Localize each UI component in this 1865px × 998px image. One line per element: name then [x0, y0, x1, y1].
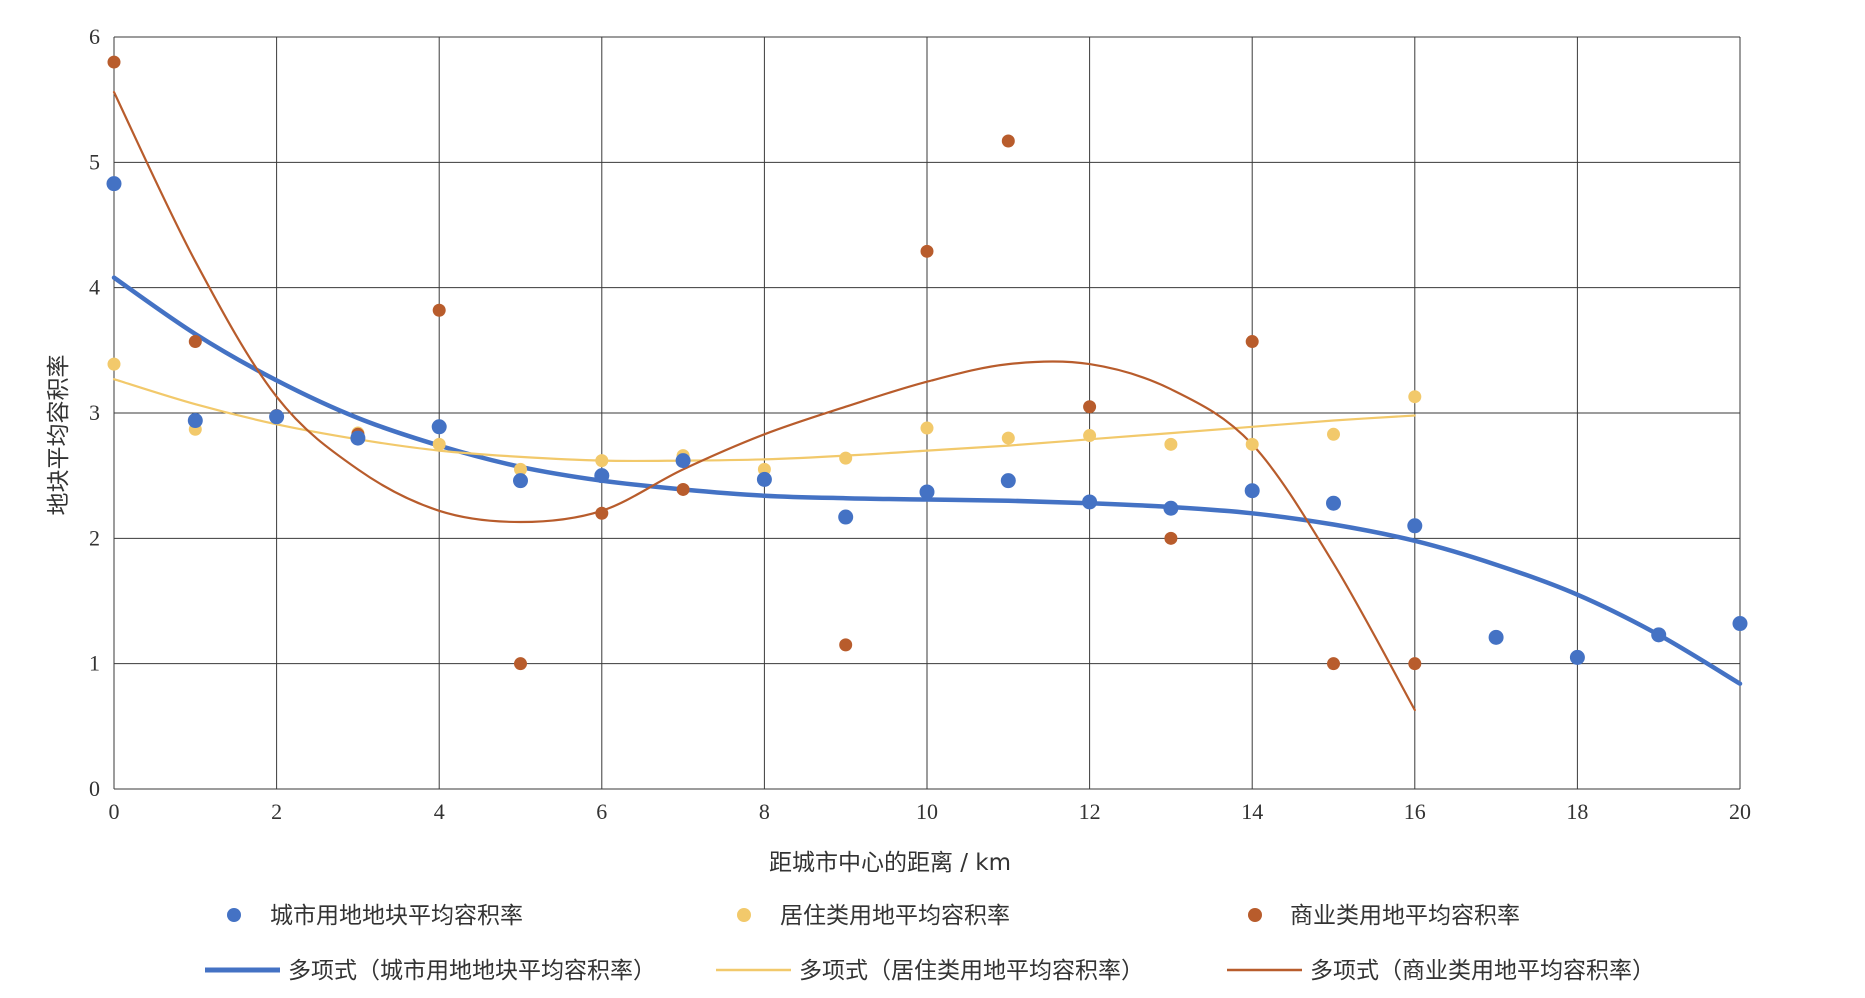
point-urban — [1651, 627, 1667, 643]
trendline-residential — [112, 378, 1416, 463]
point-commercial — [1408, 657, 1422, 671]
point-urban — [1244, 483, 1260, 499]
point-residential — [432, 437, 446, 451]
legend-label-commercial-trend: 多项式（商业类用地平均容积率） — [1310, 958, 1655, 984]
x-tick-label: 12 — [1079, 799, 1101, 824]
point-urban — [269, 409, 285, 425]
point-urban — [431, 419, 447, 435]
legend-marker-commercial — [1248, 908, 1262, 922]
point-residential — [1408, 390, 1422, 404]
y-tick-label: 1 — [89, 651, 100, 676]
point-urban — [187, 413, 203, 429]
point-residential — [595, 454, 609, 468]
trendline-commercial — [112, 91, 1416, 712]
point-residential — [1327, 427, 1340, 441]
legend-label-urban-trend: 多项式（城市用地地块平均容积率） — [288, 958, 656, 984]
legend-label-residential-trend: 多项式（居住类用地平均容积率） — [799, 958, 1144, 984]
legend: 城市用地地块平均容积率 居住类用地平均容积率 商业类用地平均容积率 多项式（城市… — [205, 903, 1655, 984]
point-commercial — [920, 244, 934, 258]
point-residential — [514, 462, 527, 476]
point-commercial — [1164, 531, 1178, 545]
point-urban — [1326, 495, 1341, 511]
y-tick-label: 4 — [89, 275, 100, 300]
point-commercial — [1327, 657, 1340, 671]
point-urban — [838, 509, 854, 525]
point-commercial — [839, 638, 853, 652]
x-tick-label: 0 — [109, 799, 120, 824]
data-points — [106, 55, 1748, 671]
point-urban — [1082, 494, 1098, 510]
x-axis-title: 距城市中心的距离 / km — [769, 850, 1011, 876]
legend-label-commercial: 商业类用地平均容积率 — [1290, 903, 1520, 929]
point-urban — [1000, 473, 1016, 489]
point-urban — [1407, 518, 1423, 534]
x-tick-label: 20 — [1729, 799, 1751, 824]
point-commercial — [595, 506, 609, 520]
x-tick-label: 18 — [1566, 799, 1588, 824]
point-commercial — [432, 303, 446, 317]
y-axis-title: 地块平均容积率 — [46, 355, 72, 516]
point-residential — [1001, 431, 1015, 445]
point-commercial — [676, 482, 690, 496]
legend-marker-urban — [227, 908, 241, 922]
y-tick-label: 5 — [89, 149, 100, 174]
grid — [113, 36, 1741, 790]
point-urban — [1732, 616, 1748, 632]
point-residential — [107, 357, 121, 371]
x-tick-label: 14 — [1241, 799, 1263, 824]
x-tick-label: 4 — [434, 799, 445, 824]
point-urban — [350, 430, 366, 446]
point-residential — [839, 451, 853, 465]
point-commercial — [107, 55, 121, 69]
y-axis-ticks: 0 1 2 3 4 5 6 — [89, 24, 100, 801]
point-urban — [919, 484, 935, 500]
x-tick-label: 10 — [916, 799, 938, 824]
point-urban — [513, 473, 528, 489]
point-urban — [1569, 649, 1585, 665]
y-tick-label: 6 — [89, 24, 100, 49]
point-urban — [756, 471, 772, 487]
point-residential — [757, 462, 771, 476]
point-residential — [1083, 429, 1097, 443]
y-tick-label: 3 — [89, 400, 100, 425]
x-tick-label: 8 — [759, 799, 770, 824]
y-tick-label: 2 — [89, 525, 100, 550]
point-residential — [1245, 437, 1259, 451]
y-tick-label: 0 — [89, 776, 100, 801]
legend-marker-residential — [737, 908, 751, 922]
point-urban — [675, 453, 691, 469]
point-commercial — [1001, 134, 1015, 148]
point-commercial — [514, 657, 527, 671]
x-tick-label: 6 — [596, 799, 607, 824]
point-urban — [106, 176, 122, 192]
point-urban — [1488, 629, 1504, 645]
trendlines — [111, 91, 1743, 712]
x-tick-label: 2 — [271, 799, 282, 824]
x-axis-ticks: 0 2 4 6 8 10 12 14 16 18 20 — [109, 799, 1752, 824]
point-residential — [1164, 437, 1178, 451]
point-commercial — [188, 335, 202, 349]
point-urban — [594, 468, 610, 484]
point-commercial — [1083, 400, 1097, 414]
legend-label-urban: 城市用地地块平均容积率 — [270, 903, 523, 929]
legend-label-residential: 居住类用地平均容积率 — [780, 903, 1010, 929]
point-commercial — [1245, 335, 1259, 349]
trendline-urban — [111, 275, 1743, 686]
point-urban — [1163, 500, 1179, 516]
point-residential — [920, 421, 934, 435]
x-tick-label: 16 — [1404, 799, 1426, 824]
